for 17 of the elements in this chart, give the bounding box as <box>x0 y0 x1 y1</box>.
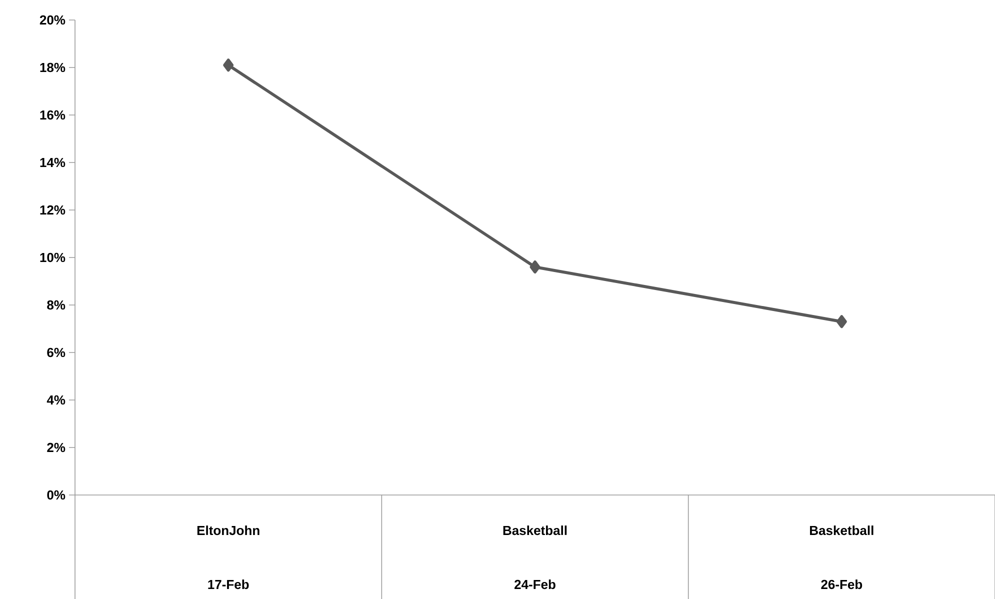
category-label: Basketball 24-Feb <box>503 526 567 590</box>
y-tick-label: 18% <box>40 62 66 72</box>
y-tick-label: 0% <box>47 490 66 500</box>
point <box>530 260 540 274</box>
y-tick-label: 14% <box>40 158 66 168</box>
point <box>836 315 847 328</box>
category-label: Basketball 26-Feb <box>810 526 874 590</box>
y-tick-label: 8% <box>47 300 66 310</box>
y-tick-label: 20% <box>40 15 66 25</box>
y-tick-label: 2% <box>47 442 66 452</box>
y-tick-label: 12% <box>40 205 66 215</box>
y-tick-label: 4% <box>46 395 66 405</box>
y-tick-label: 16% <box>40 110 66 120</box>
point <box>223 58 234 72</box>
y-tick-label: 6% <box>47 348 66 358</box>
category-label: EltonJohn 17-Feb <box>197 526 260 590</box>
y-tick-label: 10% <box>40 252 66 262</box>
